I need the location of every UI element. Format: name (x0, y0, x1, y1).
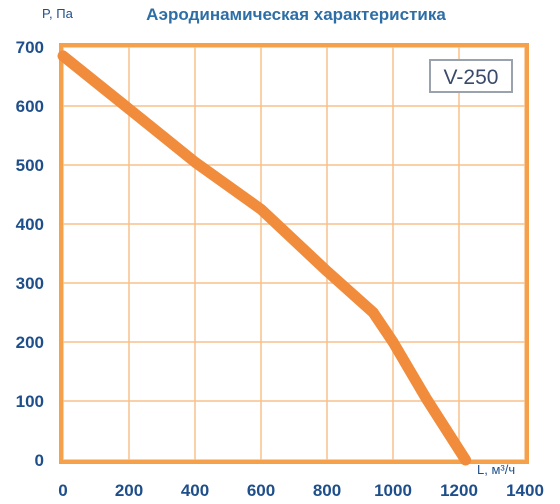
x-tick-label: 1000 (374, 481, 412, 500)
x-tick-label: 0 (58, 481, 67, 500)
y-tick-label: 100 (16, 392, 44, 411)
x-tick-label: 400 (181, 481, 209, 500)
y-tick-label: 0 (35, 451, 44, 470)
x-tick-label: 1400 (506, 481, 544, 500)
y-axis-label: P, Па (42, 6, 74, 21)
chart-title: Аэродинамическая характеристика (146, 5, 446, 24)
y-tick-label: 300 (16, 274, 44, 293)
y-tick-label: 700 (16, 38, 44, 57)
x-tick-label: 1200 (440, 481, 478, 500)
y-tick-label: 400 (16, 215, 44, 234)
x-tick-labels: 0 200 400 600 800 1000 1200 1400 (58, 481, 544, 500)
model-label-box: V-250 (429, 59, 513, 93)
model-label: V-250 (444, 66, 499, 89)
y-tick-labels: 0 100 200 300 400 500 600 700 (16, 38, 44, 470)
y-tick-label: 200 (16, 333, 44, 352)
series-line (57, 50, 472, 466)
plot-frame (59, 43, 529, 464)
x-axis-label: L, м³/ч (477, 462, 515, 477)
x-tick-label: 600 (247, 481, 275, 500)
grid (62, 46, 526, 461)
x-tick-label: 200 (115, 481, 143, 500)
y-tick-label: 500 (16, 156, 44, 175)
y-tick-label: 600 (16, 97, 44, 116)
x-tick-label: 800 (313, 481, 341, 500)
